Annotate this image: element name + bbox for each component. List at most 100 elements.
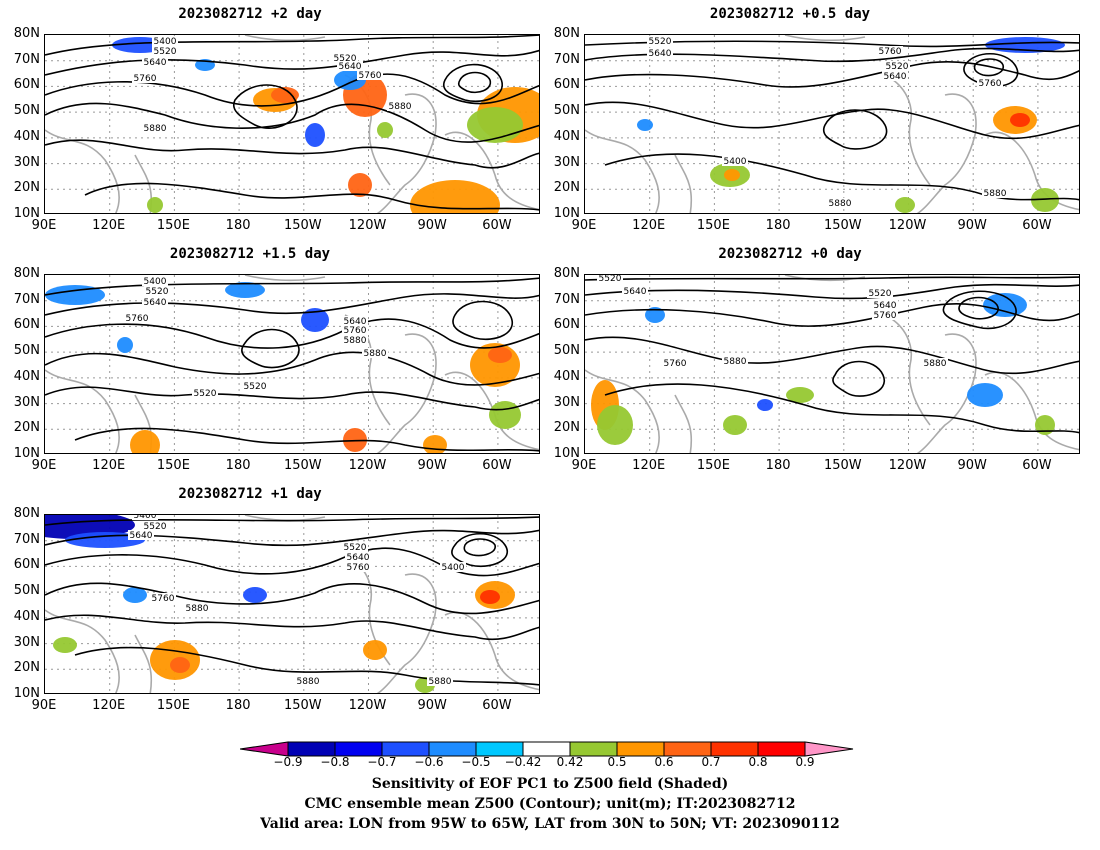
z500-contour: [443, 63, 503, 102]
latitude-label: 70N: [13, 51, 40, 67]
latitude-label: 80N: [13, 506, 40, 521]
z500-contour: [45, 102, 539, 143]
contour-label: 5760: [874, 311, 897, 321]
colorbar-level-label: 0.6: [654, 755, 674, 769]
contour-label: 5880: [144, 124, 167, 134]
shaded-sensitivity-area: [305, 123, 325, 147]
shaded-sensitivity-area: [489, 401, 521, 429]
longitude-label: 180: [765, 458, 791, 473]
colorbar-low-extension: [239, 741, 289, 757]
longitude-label: 120E: [632, 458, 666, 473]
map-area: 5520 5640 5520 5640 5760 5760 5880 5880: [584, 274, 1080, 454]
shaded-sensitivity-area: [967, 383, 1003, 407]
z500-contour: [45, 351, 539, 386]
contour-label: 5400: [134, 515, 157, 521]
latitude-label: 70N: [553, 291, 580, 307]
latitude-label: 40N: [553, 128, 580, 144]
contour-label: 5400: [442, 563, 465, 573]
colorbar-swatch: [381, 741, 430, 757]
longitude-label: 90W: [417, 458, 447, 473]
contour-label: 5520: [886, 62, 909, 72]
longitude-label: 90W: [417, 218, 447, 233]
contour-label: 5640: [344, 317, 367, 327]
latitude-label: 30N: [553, 154, 580, 170]
longitude-label: 120W: [348, 218, 387, 233]
panel-title: 2023082712 +0.5 day: [709, 6, 871, 22]
contour-label: 5640: [884, 72, 907, 82]
z500-contour: [74, 427, 539, 452]
z500-contour: [832, 360, 886, 397]
caption-line-1: Sensitivity of EOF PC1 to Z500 field (Sh…: [371, 776, 729, 792]
shaded-sensitivity-area: [53, 637, 77, 653]
colorbar-level-label: −0.9: [273, 755, 303, 769]
z500-contour: [585, 276, 1079, 281]
contour-label: 5880: [829, 199, 852, 209]
latitude-label: 30N: [553, 394, 580, 410]
longitude-label: 180: [765, 218, 791, 233]
colorbar-level-label: −0.5: [461, 755, 491, 769]
longitude-label: 90W: [957, 458, 987, 473]
z500-contour: [74, 646, 539, 686]
shaded-sensitivity-area: [1010, 113, 1030, 127]
shaded-sensitivity-area: [724, 169, 740, 181]
z500-contour: [45, 547, 539, 577]
latitude-label: 60N: [553, 317, 580, 333]
latitude-label: 60N: [13, 557, 40, 573]
panel-title: 2023082712 +0 day: [718, 246, 862, 262]
shaded-sensitivity-area: [348, 173, 372, 197]
shaded-sensitivity-area: [786, 387, 814, 403]
panel-title: 2023082712 +1 day: [178, 486, 322, 502]
shaded-sensitivity-area: [45, 285, 105, 305]
map-area: 5400 5520 5640 5760 5520 5640 5760 5880 5880 5520: [44, 274, 540, 454]
longitude-label: 180: [225, 698, 251, 713]
latitude-label: 50N: [553, 103, 580, 119]
panel-plus-1-day: 2023082712 +1 day 5400 5520 5640 5520 5640 57…: [0, 486, 540, 716]
z500-contour: [45, 293, 539, 316]
panel-plus-0-5-day: 2023082712 +0.5 day 5520 5640 5760 5520 5640…: [540, 6, 1080, 236]
longitude-label: 150W: [283, 458, 322, 473]
z500-contour: [241, 328, 300, 369]
longitude-label: 150E: [696, 218, 730, 233]
z500-contour: [452, 300, 513, 340]
latitude-label: 30N: [13, 634, 40, 650]
panel-title: 2023082712 +2 day: [178, 6, 322, 22]
contour-label: 5520: [869, 289, 892, 299]
shaded-sensitivity-area: [637, 119, 653, 131]
shaded-sensitivity-area: [271, 87, 299, 103]
longitude-label: 120W: [348, 458, 387, 473]
latitude-label: 50N: [13, 583, 40, 599]
contour-label: 5880: [984, 189, 1007, 199]
z500-contour: [233, 84, 298, 129]
shaded-sensitivity-area: [1035, 415, 1055, 435]
shaded-sensitivity-area: [123, 587, 147, 603]
contour-label: 5640: [624, 287, 647, 297]
z500-contour: [463, 538, 496, 557]
contour-label: 5520: [334, 54, 357, 64]
longitude-label: 60W: [1022, 458, 1052, 473]
contour-label: 5640: [144, 298, 167, 308]
longitude-label: 120W: [888, 458, 927, 473]
contour-label: 5760: [134, 74, 157, 84]
shaded-sensitivity-area: [410, 180, 500, 213]
z500-contour: [45, 386, 539, 411]
shaded-sensitivity-area: [488, 347, 512, 363]
z500-contour: [45, 516, 539, 526]
longitude-label: 60W: [482, 698, 512, 713]
shaded-sensitivity-area: [895, 197, 915, 213]
shaded-sensitivity-area: [117, 337, 133, 353]
contour-label: 5760: [664, 359, 687, 369]
z500-contour: [45, 529, 539, 547]
shaded-sensitivity-area: [243, 587, 267, 603]
latitude-label: 40N: [553, 368, 580, 384]
latitude-label: 20N: [13, 420, 40, 436]
z500-contour: [45, 49, 539, 76]
contour-label: 5400: [154, 37, 177, 47]
contour-label: 5520: [244, 382, 267, 392]
latitude-label: 60N: [553, 77, 580, 93]
contour-label: 5640: [874, 301, 897, 311]
z500-contour: [457, 71, 492, 94]
z500-contour: [604, 153, 1079, 201]
latitude-label: 50N: [13, 343, 40, 359]
z500-contour: [958, 296, 999, 320]
